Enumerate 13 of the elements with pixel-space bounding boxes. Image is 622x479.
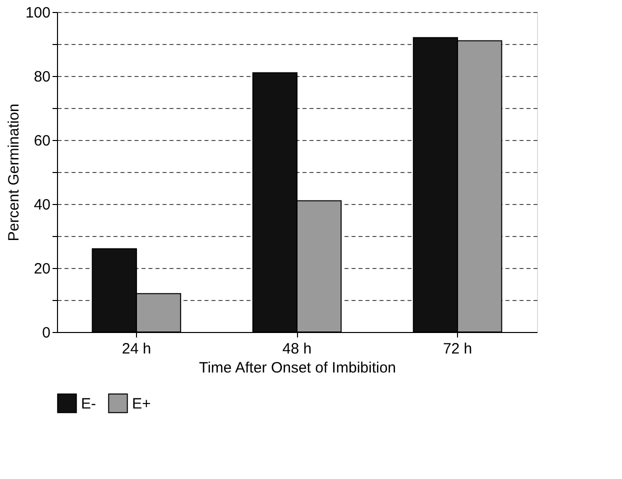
y-tick-label: 0 (42, 324, 50, 342)
x-tick-label: 48 h (282, 340, 312, 358)
legend-label: E+ (132, 395, 152, 412)
x-axis-title: Time After Onset of Imbibition (198, 360, 396, 376)
y-axis-title: Percent Germination (5, 104, 22, 242)
y-tick-label: 40 (34, 196, 50, 214)
y-tick-label: 20 (34, 260, 50, 278)
x-tick-label: 24 h (122, 340, 152, 358)
x-tick-label: 72 h (442, 340, 472, 358)
y-tick-label: 80 (34, 68, 50, 86)
y-tick-label: 60 (34, 132, 50, 150)
legend-label: E- (81, 395, 96, 412)
y-tick-label: 100 (25, 4, 50, 22)
